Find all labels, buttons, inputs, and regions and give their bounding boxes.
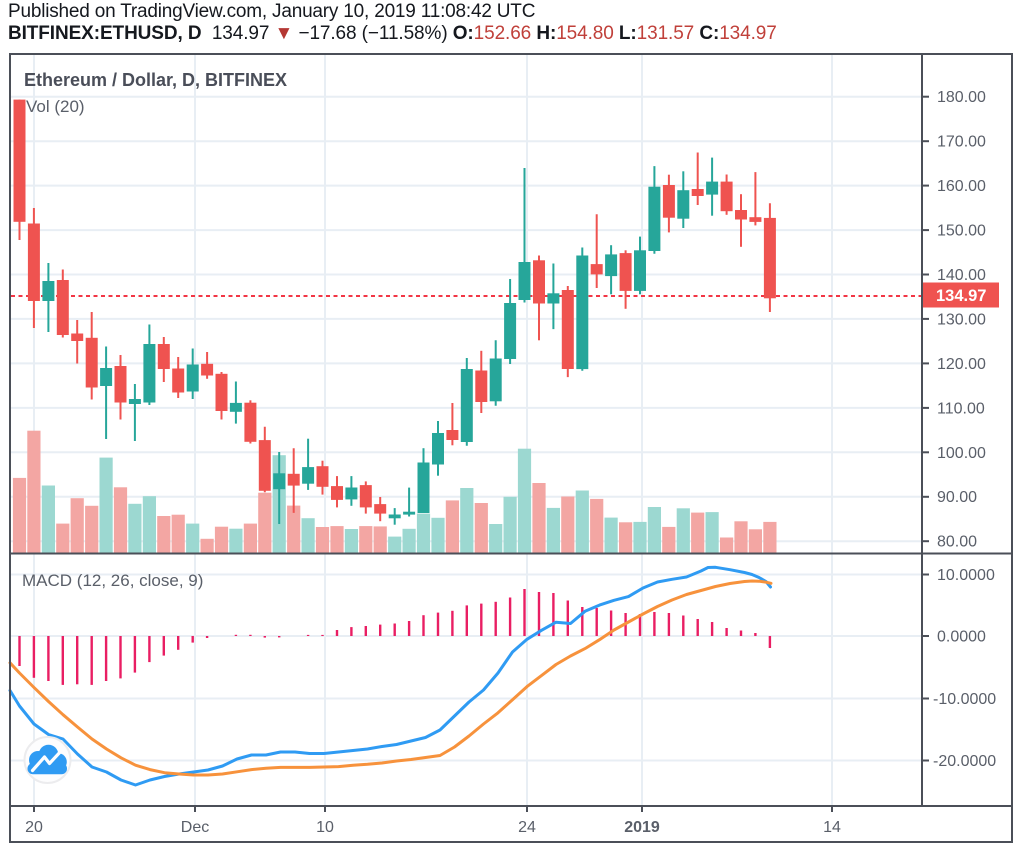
svg-text:80.00: 80.00 bbox=[937, 534, 977, 551]
svg-text:-20.0000: -20.0000 bbox=[933, 753, 996, 770]
svg-text:120.00: 120.00 bbox=[937, 356, 986, 373]
svg-text:130.00: 130.00 bbox=[937, 311, 986, 328]
svg-text:10.0000: 10.0000 bbox=[937, 567, 995, 584]
svg-text:10: 10 bbox=[316, 819, 334, 836]
svg-text:Dec: Dec bbox=[181, 819, 209, 836]
svg-text:20: 20 bbox=[25, 819, 43, 836]
svg-text:170.00: 170.00 bbox=[937, 134, 986, 151]
svg-text:90.00: 90.00 bbox=[937, 489, 977, 506]
svg-text:180.00: 180.00 bbox=[937, 89, 986, 106]
svg-text:110.00: 110.00 bbox=[937, 400, 985, 417]
svg-text:2019: 2019 bbox=[624, 819, 660, 836]
svg-text:140.00: 140.00 bbox=[937, 267, 986, 284]
svg-text:-10.0000: -10.0000 bbox=[933, 691, 996, 708]
svg-text:Vol (20): Vol (20) bbox=[26, 97, 85, 116]
svg-text:MACD (12, 26, close, 9): MACD (12, 26, close, 9) bbox=[22, 571, 203, 590]
svg-text:100.00: 100.00 bbox=[937, 445, 986, 462]
svg-text:24: 24 bbox=[518, 819, 536, 836]
svg-text:0.0000: 0.0000 bbox=[937, 629, 986, 646]
svg-text:14: 14 bbox=[823, 819, 841, 836]
svg-text:150.00: 150.00 bbox=[937, 223, 986, 240]
svg-text:134.97: 134.97 bbox=[936, 287, 986, 305]
svg-text:Ethereum / Dollar, D, BITFINEX: Ethereum / Dollar, D, BITFINEX bbox=[24, 70, 287, 90]
svg-text:160.00: 160.00 bbox=[937, 178, 986, 195]
